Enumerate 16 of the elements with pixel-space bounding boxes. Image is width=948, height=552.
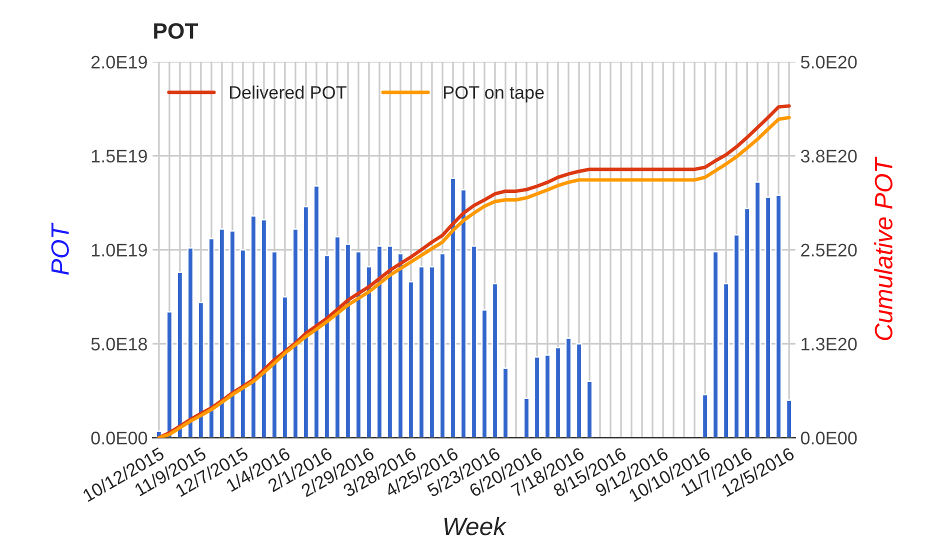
y-tick-label: 2.0E19 (91, 56, 147, 69)
y2-tick-label: 1.3E20 (802, 338, 857, 350)
y2-tick-label: 3.8E20 (800, 150, 857, 163)
y2-tick-label: 0.0E00 (800, 432, 857, 444)
y-tick-label: 0.0E00 (91, 432, 148, 444)
y-tick-label: 1.5E19 (92, 150, 147, 163)
y2-tick-label: 2.5E20 (801, 244, 857, 256)
y2-axis-title: Cumulative POT (874, 156, 892, 340)
x-axis-title: Week (444, 516, 507, 536)
legend-label: Delivered POT (230, 86, 346, 99)
legend-label: POT on tape (444, 86, 544, 102)
y-axis-title: POT (51, 222, 69, 275)
y-tick-label: 5.0E18 (91, 338, 147, 350)
y2-tick-label: 5.0E20 (800, 56, 857, 69)
chart-title: POT (154, 23, 198, 39)
y-tick-label: 1.0E19 (92, 244, 147, 256)
